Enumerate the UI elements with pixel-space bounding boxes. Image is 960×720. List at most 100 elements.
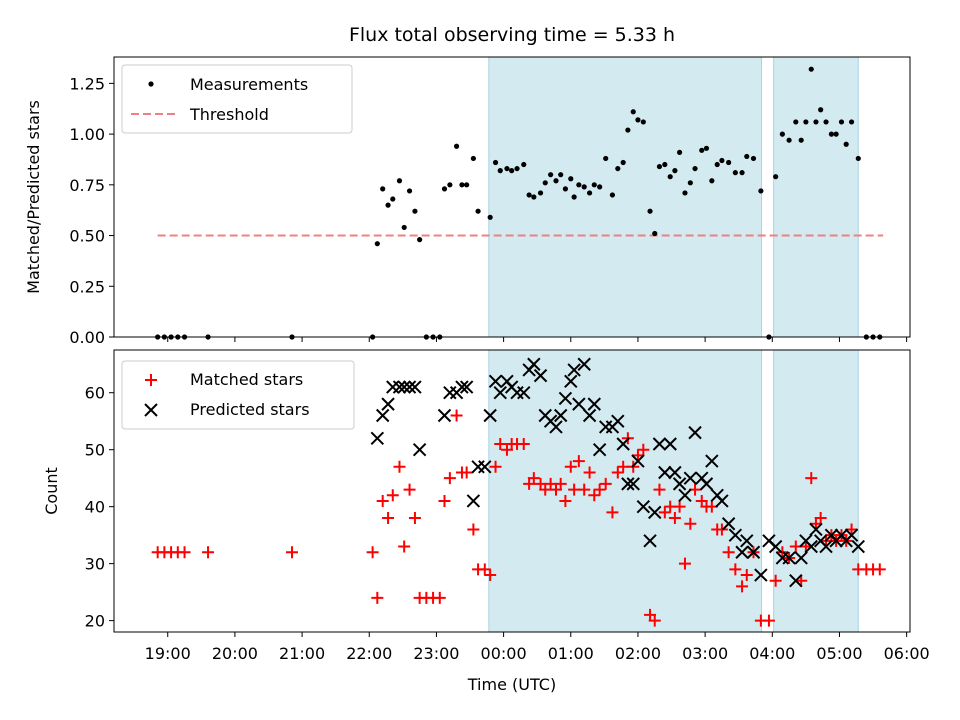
x-tick-label: 22:00 <box>346 644 392 663</box>
matched-star-point <box>494 438 507 450</box>
matched-star-point <box>544 477 557 490</box>
predicted-star-point <box>735 545 749 559</box>
measurement-point <box>656 163 663 170</box>
measurement-point <box>719 157 725 164</box>
measurement-point <box>843 141 849 147</box>
matched-star-point <box>554 477 567 490</box>
measurement-point <box>475 208 481 214</box>
measurement-point <box>412 208 418 214</box>
bottom-x-ticks: 19:00 20:00 21:00 22:00 23:00 00:00 01:00 02:00… <box>145 632 930 663</box>
measurement-point <box>504 165 510 172</box>
observing-windows-bottom <box>488 349 859 633</box>
measurement-point <box>542 180 548 186</box>
top-legend: Measurements Threshold <box>121 64 353 134</box>
matched-star-point <box>559 494 572 507</box>
y-tick-label: 20 <box>85 612 105 631</box>
predicted-star-point <box>478 460 492 474</box>
legend-predicted-marker <box>144 403 158 417</box>
measurement-point <box>726 159 732 166</box>
predicted-star-point <box>616 437 630 451</box>
measurement-point <box>464 182 470 188</box>
predicted-star-point <box>672 477 687 491</box>
predicted-star-point <box>621 477 635 491</box>
ratio-panel: 0.00 0.25 0.50 0.75 1.00 1.25 Matched/Predict… <box>24 56 911 347</box>
predicted-star-point <box>592 442 607 457</box>
predicted-star-point <box>375 408 390 423</box>
measurement-point <box>676 149 683 155</box>
measurement-point <box>808 66 814 72</box>
predicted-star-point <box>386 380 400 394</box>
matched-star-point <box>769 574 782 587</box>
measurement-point <box>396 178 403 184</box>
predicted-star-point <box>636 499 651 514</box>
predicted-star-point <box>549 420 563 434</box>
predicted-star-point <box>668 465 682 480</box>
measurement-point <box>487 214 493 220</box>
matched-star-point <box>376 494 389 507</box>
matched-star-point <box>722 546 735 559</box>
predicted-star-point <box>572 397 586 411</box>
matched-star-point <box>715 523 728 536</box>
measurement-point <box>447 182 453 188</box>
matched-star-point <box>583 466 596 479</box>
top-y-ticks: 0.00 0.25 0.50 0.75 1.00 1.25 <box>69 74 114 347</box>
legend-matched-marker <box>145 374 157 386</box>
measurement-point <box>620 159 626 166</box>
predicted-star-point <box>408 380 422 394</box>
matched-star-point <box>776 546 789 559</box>
predicted-star-point <box>782 551 796 565</box>
matched-star-point <box>673 500 686 513</box>
measurement-point <box>591 182 597 188</box>
measurement-point <box>739 170 745 176</box>
matched-star-point <box>489 460 502 473</box>
matched-star-point <box>568 483 581 496</box>
measurement-point <box>699 147 705 153</box>
measurement-point <box>526 192 532 198</box>
predicted-star-point <box>819 539 833 554</box>
predicted-star-point <box>553 408 568 423</box>
predicted-star-point <box>683 471 698 485</box>
matched-star-point <box>393 460 406 473</box>
measurement-point <box>647 208 653 214</box>
matched-star-point <box>202 546 215 559</box>
measurement-point <box>813 119 819 125</box>
x-tick-label: 01:00 <box>548 644 594 663</box>
predicted-star-point <box>527 357 541 371</box>
matched-star-point <box>588 489 601 502</box>
measurement-point <box>459 182 465 188</box>
matched-star-point <box>484 569 497 582</box>
matched-star-point <box>403 483 416 496</box>
measurement-point <box>417 237 423 243</box>
measurement-point <box>558 172 564 178</box>
predicted-star-point <box>459 380 474 394</box>
top-y-axis-label: Matched/Predicted stars <box>24 100 43 294</box>
matched-star-point <box>478 563 491 576</box>
measurement-point <box>687 180 693 186</box>
matched-star-point <box>578 483 591 496</box>
predicted-star-point <box>809 522 823 537</box>
bottom-y-ticks: 20 30 40 50 60 <box>85 384 114 631</box>
predicted-star-point <box>699 477 714 491</box>
top-axes-frame <box>113 56 911 338</box>
predicted-star-point <box>789 574 803 588</box>
measurement-point <box>509 168 515 174</box>
measurement-point <box>548 172 554 178</box>
measurements-layer <box>155 66 883 340</box>
predicted-star-point <box>844 528 859 542</box>
matched-star-point <box>443 472 456 485</box>
predicted-star-point <box>392 380 407 394</box>
measurement-point <box>406 188 413 194</box>
top-legend-box <box>121 64 353 134</box>
matched-star-point <box>606 506 619 519</box>
predicted-star-point <box>648 505 662 520</box>
measurement-point <box>537 190 544 196</box>
matched-star-point <box>460 466 473 479</box>
predicted-star-point <box>851 539 865 554</box>
measurement-point <box>492 159 499 166</box>
observing-window <box>773 349 859 633</box>
y-tick-label: 50 <box>85 441 105 460</box>
matched-star-point <box>450 409 463 422</box>
measurement-point <box>586 190 593 196</box>
predicted-star-point <box>611 414 625 428</box>
